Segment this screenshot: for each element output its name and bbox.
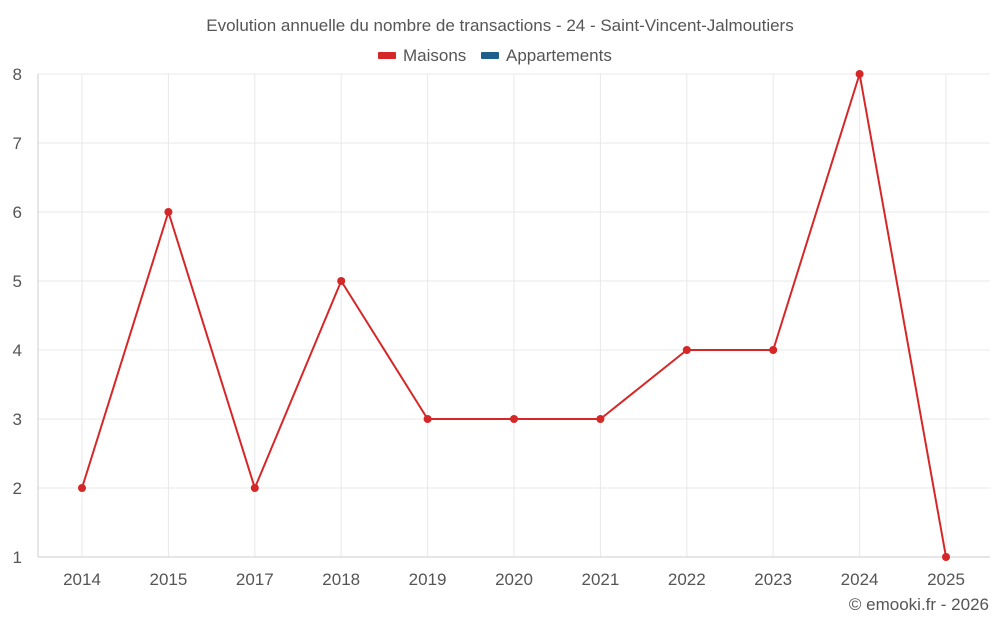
legend-swatch-appartements[interactable]: [481, 52, 499, 59]
data-point-2022[interactable]: [682, 346, 691, 354]
x-tick-label: 2024: [841, 570, 879, 589]
y-tick-label: 1: [13, 548, 22, 567]
y-tick-label: 2: [13, 479, 22, 498]
credit-text: © emooki.fr - 2026: [849, 595, 989, 614]
grid: [38, 73, 990, 557]
x-tick-label: 2022: [668, 570, 706, 589]
x-tick-label: 2023: [754, 570, 792, 589]
y-axis-labels: 1 2 3 4 5 6 7 8: [13, 65, 22, 567]
y-tick-label: 5: [13, 272, 22, 291]
data-point-2020[interactable]: [510, 415, 518, 423]
data-point-2014[interactable]: [78, 484, 86, 492]
data-point-2015[interactable]: [164, 208, 173, 216]
x-tick-label: 2021: [581, 570, 619, 589]
legend: Maisons Appartements: [378, 46, 612, 65]
data-point-2018[interactable]: [337, 277, 346, 285]
x-axis-labels: 2014 2015 2017 2018 2019 2020 2021 2022 2023 2024…: [63, 570, 965, 589]
series-maisons: [78, 70, 950, 561]
chart-title: Evolution annuelle du nombre de transact…: [206, 16, 793, 35]
y-tick-label: 7: [13, 134, 22, 153]
data-point-2024[interactable]: [855, 70, 864, 78]
legend-swatch-maisons[interactable]: [378, 52, 396, 59]
data-point-2025[interactable]: [942, 553, 950, 561]
y-tick-label: 4: [13, 341, 22, 360]
axes: [37, 74, 990, 558]
x-tick-label: 2019: [409, 570, 447, 589]
y-tick-label: 6: [13, 203, 22, 222]
data-point-2021[interactable]: [596, 415, 605, 423]
x-tick-label: 2017: [236, 570, 274, 589]
y-tick-label: 8: [13, 65, 22, 84]
x-tick-label: 2015: [149, 570, 187, 589]
x-tick-label: 2025: [927, 570, 965, 589]
data-point-2019[interactable]: [423, 415, 432, 423]
data-point-2023[interactable]: [769, 346, 778, 354]
y-tick-label: 3: [13, 410, 22, 429]
legend-label-appartements[interactable]: Appartements: [506, 46, 612, 65]
x-tick-label: 2014: [63, 570, 101, 589]
x-tick-label: 2020: [495, 570, 533, 589]
legend-label-maisons[interactable]: Maisons: [403, 46, 466, 65]
x-tick-label: 2018: [322, 570, 360, 589]
data-point-2017[interactable]: [250, 484, 259, 492]
